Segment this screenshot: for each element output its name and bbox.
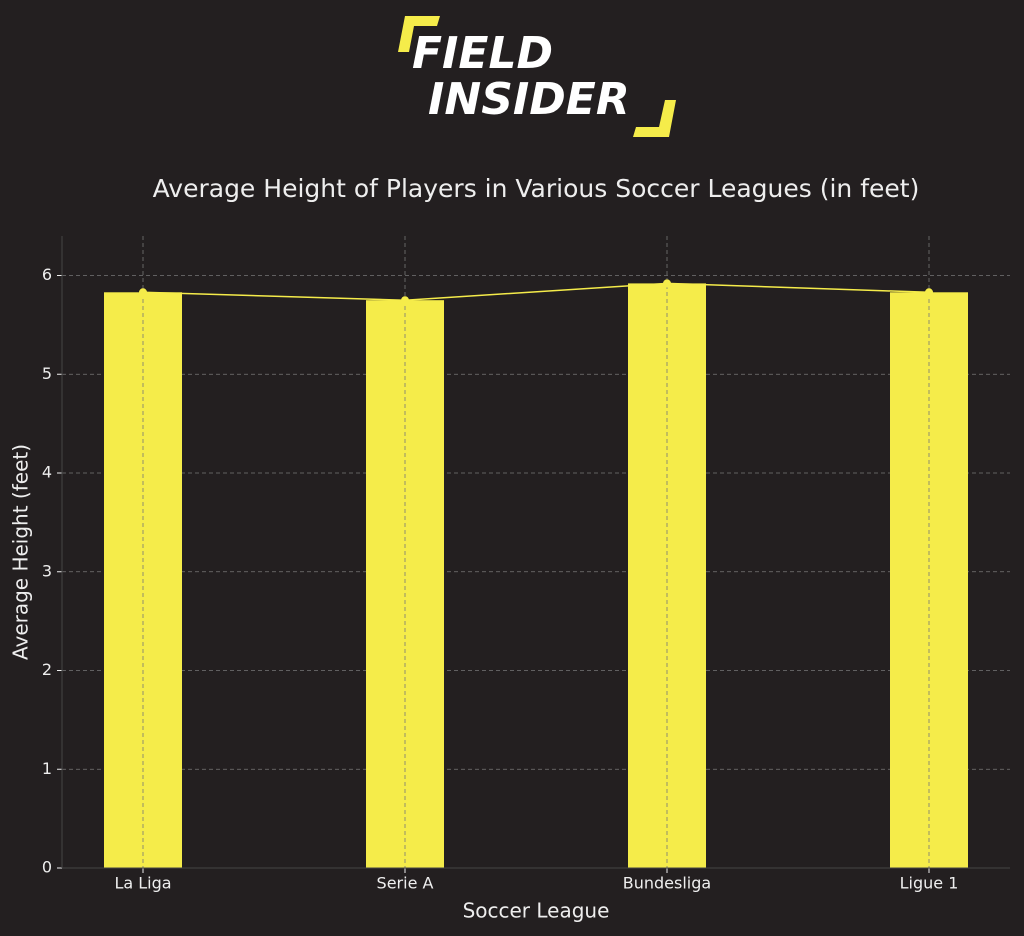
line [142, 282, 930, 301]
x-tick-label: Serie A [377, 874, 434, 893]
y-tick-label: 5 [42, 364, 52, 383]
y-tick-label: 3 [42, 561, 52, 580]
x-tick-label: La Liga [114, 874, 171, 893]
y-axis-label: Average Height (feet) [9, 444, 33, 660]
x-axis-label: Soccer League [463, 899, 610, 923]
x-tick-label: Bundesliga [623, 874, 711, 893]
logo-bracket [398, 16, 440, 52]
line-marker [401, 296, 409, 305]
x-tick-label: Ligue 1 [900, 874, 959, 893]
logo-text: FIELD [412, 28, 553, 79]
line-marker [925, 288, 933, 297]
logo-text: INSIDER [428, 74, 630, 125]
y-tick-label: 4 [42, 463, 52, 482]
bar [366, 300, 444, 868]
y-tick-label: 1 [42, 759, 52, 778]
line-marker [139, 288, 147, 297]
logo: FIELD INSIDER [398, 16, 676, 137]
line-marker [663, 279, 671, 288]
y-tick-label: 2 [42, 660, 52, 679]
y-tick-label: 6 [42, 265, 52, 284]
plot: 0 1 2 3 4 5 6 La Liga Serie A Bundesliga Ligue 1 [42, 236, 1010, 893]
y-tick-label: 0 [42, 858, 52, 877]
chart-title: Average Height of Players in Various Soc… [153, 174, 920, 203]
logo-bracket [633, 100, 676, 137]
